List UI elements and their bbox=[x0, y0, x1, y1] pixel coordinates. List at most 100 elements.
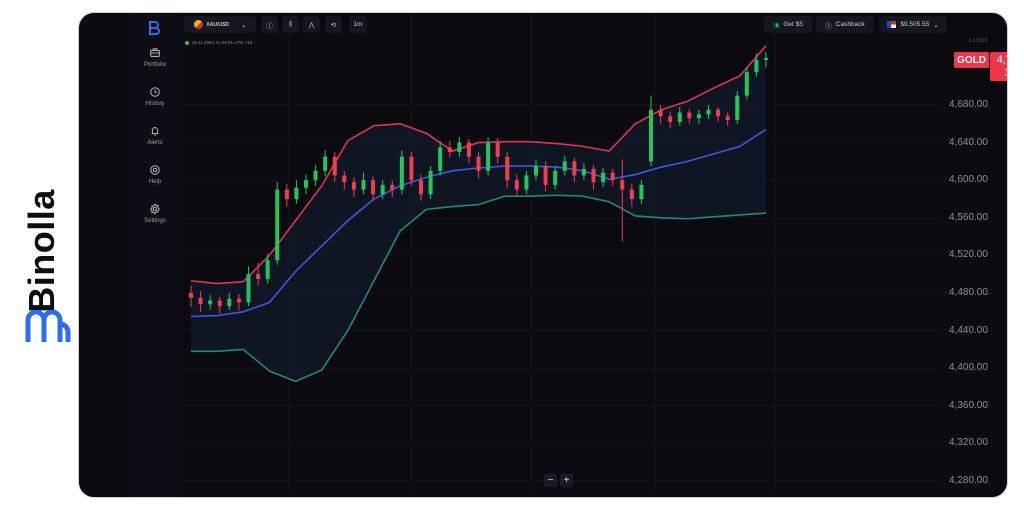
symbol-label: GOLD bbox=[954, 52, 989, 68]
y-axis-label: 4,560.00 bbox=[949, 211, 988, 223]
timeframe-button[interactable]: 1m bbox=[349, 16, 367, 33]
candle-body bbox=[351, 182, 356, 190]
candle-body bbox=[658, 109, 663, 117]
current-price-label: 4,729.7435:28 bbox=[990, 52, 1007, 81]
sidebar-item-label: Settings bbox=[144, 218, 166, 224]
y-axis-label: 4,400.00 bbox=[949, 362, 988, 374]
candle-body bbox=[716, 109, 721, 117]
sidebar-item-label: Alerts bbox=[147, 140, 163, 146]
candle-body bbox=[744, 72, 749, 96]
sidebar-item-portfolio[interactable]: Portfolio bbox=[131, 47, 179, 68]
candle-body bbox=[304, 180, 308, 188]
indicators-icon: ⫼ bbox=[289, 20, 292, 28]
chart-type-button[interactable]: ⟲ bbox=[325, 16, 342, 33]
asset-name: XAU/USD bbox=[206, 21, 230, 28]
chart-type-icon: ⟲ bbox=[330, 21, 337, 29]
candle-body bbox=[371, 180, 376, 195]
candle-body bbox=[581, 168, 586, 176]
candle-body bbox=[236, 298, 241, 303]
candle-body bbox=[735, 95, 740, 121]
candle-body bbox=[725, 116, 730, 121]
sidebar-item-settings[interactable]: Settings bbox=[131, 203, 179, 224]
gear-icon bbox=[150, 203, 160, 215]
briefcase-icon bbox=[150, 48, 160, 57]
sidebar-item-alerts[interactable]: Alerts bbox=[131, 125, 179, 146]
candle-body bbox=[534, 166, 538, 176]
candle-body bbox=[543, 166, 548, 185]
candle-body bbox=[438, 147, 443, 171]
timeframe-label: 1m bbox=[353, 21, 363, 28]
flag-icon bbox=[193, 20, 203, 29]
compass-icon: ⋀ bbox=[308, 21, 315, 29]
candle-body bbox=[332, 156, 337, 176]
candle-body bbox=[447, 147, 452, 152]
lower-band-line bbox=[191, 194, 767, 383]
band-fill bbox=[191, 45, 766, 382]
zoom-out-button[interactable]: − bbox=[544, 474, 557, 487]
candle-body bbox=[696, 114, 701, 119]
candle-body bbox=[466, 142, 471, 157]
bell-icon bbox=[151, 127, 159, 136]
price-chart[interactable]: 25.11.2021 21:04:31 UTC +10 4,680.00 4,64… bbox=[179, 13, 1007, 497]
zoom-in-button[interactable]: + bbox=[560, 474, 573, 487]
sidebar-item-help[interactable]: Help bbox=[131, 164, 179, 185]
chart-canvas bbox=[179, 13, 939, 493]
candle-body bbox=[486, 142, 491, 171]
y-axis-label: 4,600.00 bbox=[949, 174, 988, 186]
candle-body bbox=[275, 189, 280, 261]
app-logo-icon bbox=[149, 21, 160, 35]
sidebar-item-label: History bbox=[145, 101, 165, 107]
y-axis-label: 4,480.00 bbox=[949, 287, 988, 298]
cashback-button[interactable]: ⓢ Cashback bbox=[816, 16, 874, 33]
status-dot bbox=[185, 40, 189, 45]
y-axis-label: 4,280.00 bbox=[949, 475, 988, 486]
candle-body bbox=[227, 298, 232, 307]
us-flag-icon bbox=[887, 21, 897, 28]
get-bonus-button[interactable]: ▣ Get $5 bbox=[764, 16, 812, 33]
drawing-button[interactable]: ⋀ bbox=[303, 16, 320, 33]
top-tick-label: 1.13150 bbox=[969, 38, 988, 44]
y-axis-label: 4,640.00 bbox=[949, 136, 988, 148]
candle-body bbox=[294, 187, 299, 199]
sidebar: Portfolio History Alerts Help Settings bbox=[131, 13, 179, 497]
y-axis-label: 4,360.00 bbox=[949, 399, 988, 411]
candle-body bbox=[476, 156, 481, 171]
history-icon bbox=[150, 87, 160, 97]
candle-body bbox=[217, 300, 222, 307]
candle-body bbox=[524, 175, 529, 190]
candle-body bbox=[591, 168, 596, 183]
info-button[interactable]: ⓘ bbox=[261, 16, 278, 33]
balance-value: $9,505.55 bbox=[900, 21, 930, 28]
candle-body bbox=[553, 170, 558, 185]
candle-body bbox=[610, 172, 615, 181]
y-axis-label: 4,520.00 bbox=[949, 249, 988, 261]
candle-body bbox=[649, 109, 653, 162]
candle-body bbox=[687, 112, 692, 119]
current-price: 4,729.74 bbox=[996, 54, 1007, 66]
balance-button[interactable]: $9,505.55 ⌄ bbox=[879, 16, 947, 33]
candle-body bbox=[457, 142, 462, 152]
binolla-logo-icon bbox=[25, 310, 71, 342]
coin-icon: ⓢ bbox=[825, 22, 832, 30]
sidebar-item-label: Help bbox=[148, 179, 162, 185]
asset-selector[interactable]: XAU/USD ⌄ bbox=[184, 16, 256, 33]
candle-body bbox=[189, 293, 193, 298]
cashback-label: Cashback bbox=[835, 21, 865, 28]
candle-body bbox=[284, 189, 289, 199]
candle-body bbox=[562, 161, 567, 171]
y-axis-label: 4,320.00 bbox=[949, 437, 988, 449]
candle-body bbox=[409, 156, 414, 181]
y-axis-label: 4,440.00 bbox=[949, 324, 988, 336]
sidebar-item-history[interactable]: History bbox=[131, 86, 179, 107]
bonus-label: Get $5 bbox=[783, 21, 803, 28]
candle-body bbox=[514, 180, 519, 190]
candle-body bbox=[399, 156, 404, 190]
sidebar-item-label: Portfolio bbox=[143, 62, 166, 68]
candle-body bbox=[265, 260, 270, 279]
candle-body bbox=[246, 274, 251, 303]
candle-body bbox=[428, 170, 433, 195]
trading-window: Portfolio History Alerts Help Settings XAU/U… bbox=[78, 12, 1008, 498]
chevron-down-icon: ⌄ bbox=[933, 21, 939, 29]
indicators-button[interactable]: ⫼ bbox=[282, 16, 299, 33]
candle-body bbox=[668, 116, 673, 122]
